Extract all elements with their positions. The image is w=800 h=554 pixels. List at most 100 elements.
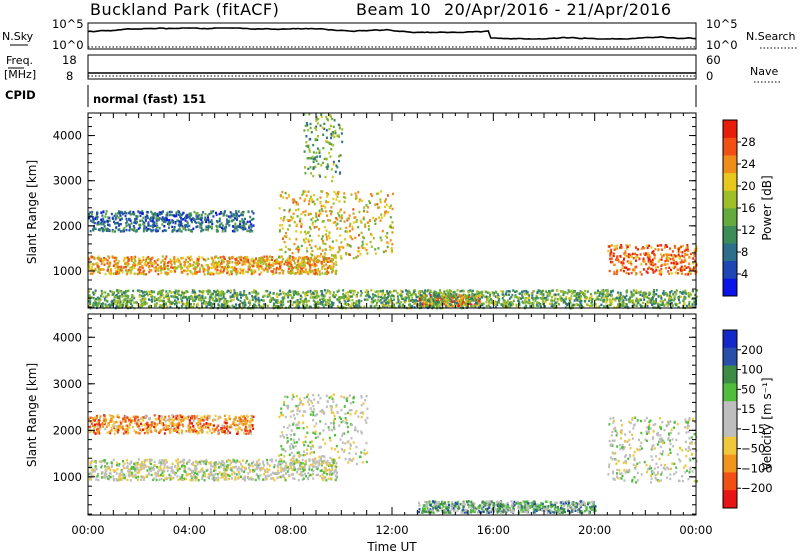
echo-cell (287, 248, 290, 251)
echo-cell (563, 298, 566, 301)
echo-cell (419, 303, 422, 306)
echo-cell (152, 220, 155, 224)
echo-cell (253, 272, 255, 275)
echo-cell (362, 216, 365, 219)
echo-cell (239, 271, 242, 275)
echo-cell (255, 262, 258, 265)
echo-cell (309, 126, 312, 130)
echo-cell (607, 249, 610, 253)
echo-cell (352, 221, 355, 224)
echo-cell (509, 304, 512, 307)
echo-cell (616, 268, 619, 272)
echo-cell (173, 226, 176, 229)
echo-cell (257, 259, 260, 262)
echo-cell (225, 305, 227, 309)
echo-cell (102, 268, 105, 271)
echo-cell (670, 268, 672, 272)
echo-cell (253, 269, 256, 272)
echo-cell (262, 262, 265, 265)
echo-cell (307, 270, 310, 274)
echo-cell (619, 254, 622, 258)
echo-cell (110, 272, 113, 276)
echo-cell (96, 296, 99, 299)
echo-cell (295, 302, 298, 305)
echo-cell (117, 305, 119, 308)
echo-cell (234, 261, 237, 265)
echo-cell (452, 291, 455, 294)
echo-cell (207, 272, 210, 275)
echo-cell (196, 270, 199, 274)
echo-cell (675, 290, 678, 293)
echo-cell (304, 190, 307, 193)
echo-cell (305, 257, 308, 261)
echo-cell (666, 262, 669, 266)
echo-cell (261, 267, 264, 271)
echo-cell (390, 226, 392, 229)
echo-cell (637, 248, 640, 251)
echo-cell (268, 299, 271, 302)
echo-cell (239, 226, 242, 229)
echo-cell (624, 250, 627, 253)
echo-cell (209, 225, 212, 229)
echo-cell (688, 305, 691, 308)
echo-cell (295, 209, 297, 212)
echo-cell (295, 263, 298, 267)
echo-cell (160, 271, 163, 275)
echo-cell (647, 267, 649, 270)
echo-cell (168, 303, 171, 306)
echo-cell (330, 168, 333, 171)
echo-cell (351, 228, 354, 231)
echo-cell (277, 267, 280, 271)
echo-cell (557, 298, 560, 301)
echo-cell (181, 291, 184, 295)
echo-cell (416, 295, 419, 299)
echo-cell (243, 225, 246, 228)
echo-cell (282, 269, 285, 273)
echo-cell (648, 262, 651, 265)
echo-cell (607, 293, 610, 296)
echo-cell (173, 255, 176, 259)
echo-cell (231, 229, 234, 233)
colorbar-swatch (723, 260, 737, 279)
echo-cell (331, 302, 334, 306)
echo-cell (287, 267, 290, 270)
echo-cell (330, 115, 332, 118)
echo-cell (178, 212, 181, 215)
echo-cell (598, 292, 601, 295)
echo-cell (653, 294, 655, 298)
echo-cell (126, 256, 129, 259)
echo-cell (199, 216, 202, 219)
echo-cell (515, 290, 518, 293)
echo-cell (608, 293, 611, 296)
echo-cell (121, 295, 124, 298)
echo-cell (389, 239, 392, 242)
echo-cell (488, 303, 491, 306)
echo-cell (276, 299, 279, 302)
echo-cell (261, 258, 264, 261)
echo-cell (618, 299, 621, 302)
echo-cell (283, 216, 286, 220)
echo-cell (253, 291, 256, 294)
echo-cell (693, 254, 696, 258)
echo-cell (661, 248, 664, 251)
echo-cell (195, 221, 198, 225)
echo-cell (132, 261, 135, 264)
echo-cell (423, 300, 426, 304)
echo-cell (616, 257, 619, 260)
echo-cell (684, 264, 686, 268)
echo-cell (109, 272, 112, 275)
echo-cell (230, 289, 232, 292)
echo-cell (117, 228, 120, 232)
echo-cell (151, 256, 154, 259)
echo-cell (298, 262, 301, 265)
echo-cell (190, 271, 193, 275)
echo-cell (546, 298, 549, 301)
echo-cell (157, 291, 160, 294)
echo-cell (285, 196, 288, 200)
echo-cell (258, 257, 261, 260)
echo-cell (611, 260, 614, 264)
echo-cell (102, 223, 105, 226)
echo-cell (637, 301, 640, 305)
echo-cell (185, 290, 188, 293)
echo-cell (324, 259, 327, 262)
